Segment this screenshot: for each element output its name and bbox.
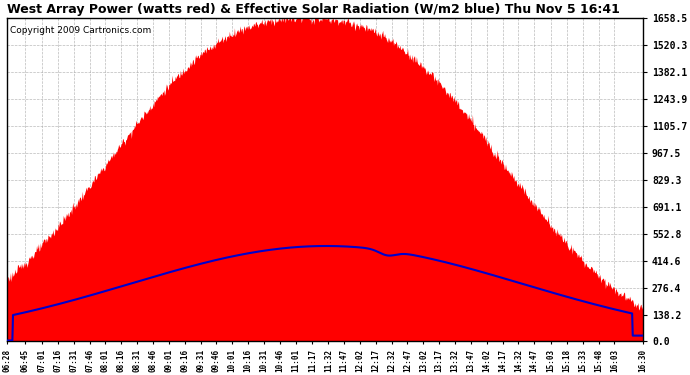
- Text: Copyright 2009 Cartronics.com: Copyright 2009 Cartronics.com: [10, 26, 152, 35]
- Text: West Array Power (watts red) & Effective Solar Radiation (W/m2 blue) Thu Nov 5 1: West Array Power (watts red) & Effective…: [8, 3, 620, 16]
